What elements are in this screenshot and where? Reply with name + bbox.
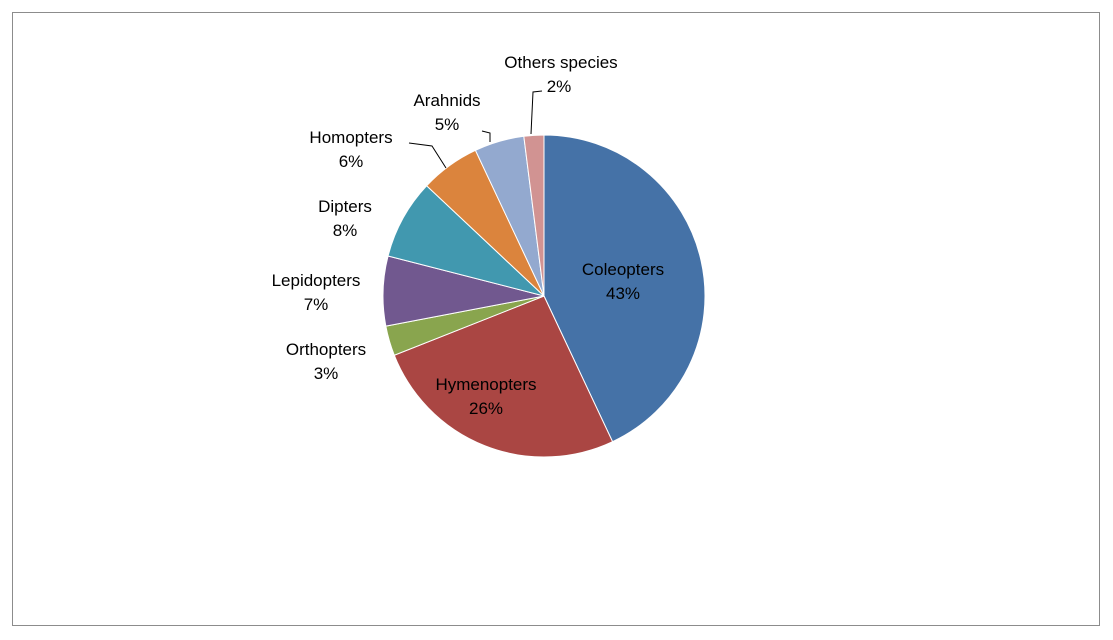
slice-label-homopters: Homopters — [309, 128, 392, 147]
slice-value-others-species: 2% — [547, 77, 572, 96]
slice-label-hymenopters: Hymenopters — [435, 375, 536, 394]
slice-value-coleopters: 43% — [606, 284, 640, 303]
pie-slice-coleopters — [543, 134, 706, 443]
slice-label-arahnids: Arahnids — [413, 91, 480, 110]
slice-value-arahnids: 5% — [435, 115, 460, 134]
slice-value-hymenopters: 26% — [469, 399, 503, 418]
pie-slices — [382, 134, 706, 458]
leader-lines — [408, 90, 543, 169]
slice-value-homopters: 6% — [339, 152, 364, 171]
slice-value-lepidopters: 7% — [304, 295, 329, 314]
leader-line — [530, 90, 543, 135]
leader-line — [481, 130, 491, 142]
slice-value-orthopters: 3% — [314, 364, 339, 383]
slice-label-coleopters: Coleopters — [582, 260, 664, 279]
slice-label-others-species: Others species — [504, 53, 617, 72]
slice-label-dipters: Dipters — [318, 197, 372, 216]
slice-label-orthopters: Orthopters — [286, 340, 366, 359]
slice-label-lepidopters: Lepidopters — [272, 271, 361, 290]
slice-value-dipters: 8% — [333, 221, 358, 240]
pie-slice-hymenopters — [393, 295, 614, 458]
pie-slice-others-species — [523, 134, 545, 297]
leader-line — [408, 142, 447, 169]
slice-labels: Coleopters 43% Hymenopters 26% Orthopters 3% L… — [272, 53, 665, 418]
